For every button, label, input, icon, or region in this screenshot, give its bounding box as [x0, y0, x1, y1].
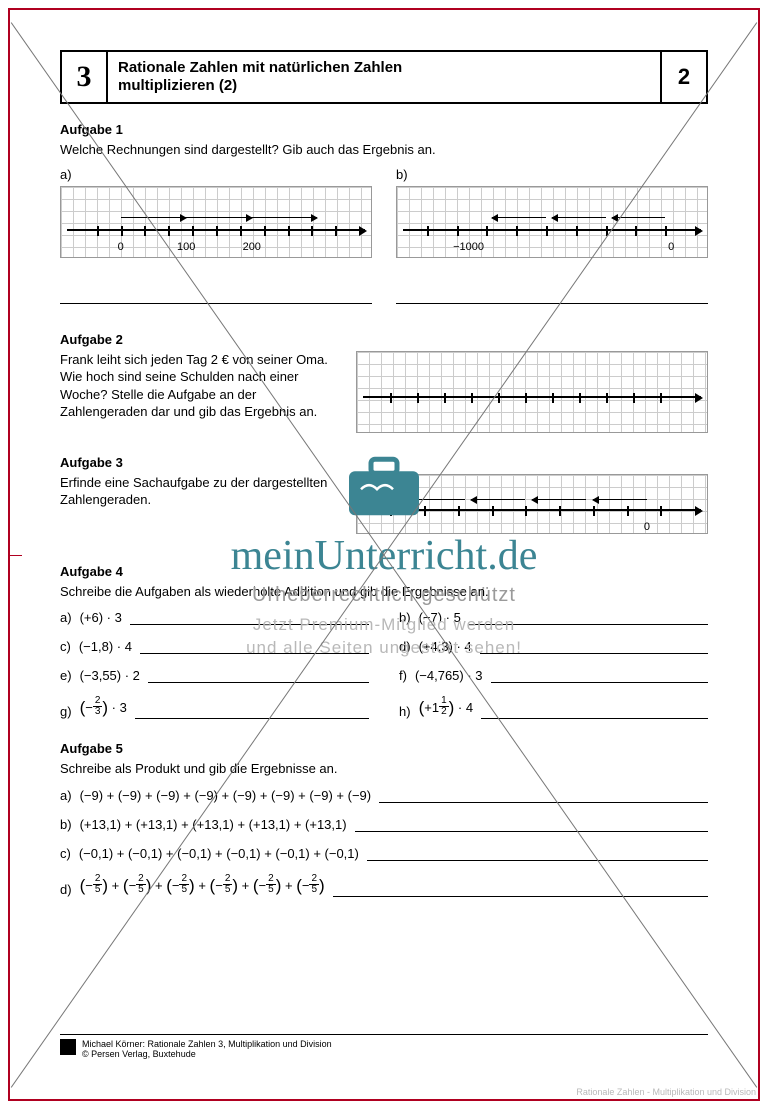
title-line-2: multiplizieren (2) [118, 77, 650, 95]
prompt: Welche Rechnungen sind dargestellt? Gib … [60, 141, 708, 159]
answer-line [148, 669, 369, 683]
heading: Aufgabe 3 [60, 455, 708, 470]
tick-label: 0 [668, 241, 674, 253]
prompt: Erfinde eine Sachaufgabe zu der dargeste… [60, 474, 332, 509]
q-label: b) [399, 610, 411, 625]
aufgabe-5: Aufgabe 5 Schreibe als Produkt und gib d… [60, 741, 708, 897]
heading: Aufgabe 4 [60, 564, 708, 579]
q-label: c) [60, 639, 71, 654]
q-label: b) [60, 817, 72, 832]
answer-line [367, 847, 708, 861]
answer-line [130, 611, 369, 625]
q-label: a) [60, 610, 72, 625]
a1-col-b: b) −1000 0 [396, 167, 708, 304]
q-row: b) (+13,1) + (+13,1) + (+13,1) + (+13,1) … [60, 817, 708, 832]
aufgabe-1: Aufgabe 1 Welche Rechnungen sind dargest… [60, 122, 708, 304]
q-expression: (−9) + (−9) + (−9) + (−9) + (−9) + (−9) … [80, 788, 372, 803]
answer-line [480, 640, 708, 654]
publisher-logo-icon [60, 1039, 76, 1055]
q-expression: (+13,1) + (+13,1) + (+13,1) + (+13,1) + … [80, 817, 347, 832]
q-expression: (+6) · 3 [80, 610, 122, 625]
q-expression: (−1,8) · 4 [79, 639, 132, 654]
answer-line [469, 611, 708, 625]
numberline-b: −1000 0 [396, 186, 708, 258]
q-label: f) [399, 668, 407, 683]
jump-arrow [186, 217, 252, 218]
q-label: g) [60, 704, 72, 719]
answer-line [60, 286, 372, 304]
q-expression: (−25) + (−25) + (−25) + (−25) + (−25) + … [80, 875, 325, 897]
answer-line [379, 789, 708, 803]
tick-label: 0 [644, 521, 650, 533]
heading: Aufgabe 5 [60, 741, 708, 756]
q-label: d) [60, 882, 72, 897]
answer-line [481, 705, 708, 719]
q-row: c)(−1,8) · 4d)(+4,3) · 4 [60, 639, 708, 654]
a1-col-a: a) 0 100 200 [60, 167, 372, 304]
jump-arrow [471, 499, 525, 500]
q-row: e)(−3,55) · 2f)(−4,765) · 3 [60, 668, 708, 683]
footer-line-1: Michael Körner: Rationale Zahlen 3, Mult… [82, 1039, 332, 1049]
heading: Aufgabe 1 [60, 122, 708, 137]
q-expression: (−0,1) + (−0,1) + (−0,1) + (−0,1) + (−0,… [79, 846, 359, 861]
numberline-blank [356, 351, 708, 433]
worksheet-title: Rationale Zahlen mit natürlichen Zahlen … [108, 52, 660, 102]
answer-line [491, 669, 708, 683]
q-label: e) [60, 668, 72, 683]
title-line-1: Rationale Zahlen mit natürlichen Zahlen [118, 59, 650, 77]
answer-line [140, 640, 369, 654]
jump-arrow [532, 499, 586, 500]
aufgabe-4: Aufgabe 4 Schreibe die Aufgaben als wied… [60, 564, 708, 720]
q-label: d) [399, 639, 411, 654]
numberline-c: 0 [356, 474, 708, 534]
prompt: Schreibe die Aufgaben als wiederholte Ad… [60, 583, 708, 601]
tick-label: 200 [243, 241, 261, 253]
q-label: c) [60, 846, 71, 861]
tick-label: 100 [177, 241, 195, 253]
label-a: a) [60, 167, 372, 182]
footer-line-2: © Persen Verlag, Buxtehude [82, 1049, 332, 1059]
jump-arrow [593, 499, 647, 500]
side-tick [8, 555, 22, 556]
answer-line [355, 818, 708, 832]
jump-arrow [121, 217, 187, 218]
worksheet-header: 3 Rationale Zahlen mit natürlichen Zahle… [60, 50, 708, 104]
q-expression: (−23) · 3 [80, 697, 127, 719]
heading: Aufgabe 2 [60, 332, 708, 347]
tick-label: −1000 [453, 241, 484, 253]
answer-line [396, 286, 708, 304]
q-label: a) [60, 788, 72, 803]
jump-arrow [552, 217, 606, 218]
q-row: a)(+6) · 3b)(−7) · 5 [60, 610, 708, 625]
answer-line [333, 883, 708, 897]
jump-arrow [410, 499, 464, 500]
q-row: c) (−0,1) + (−0,1) + (−0,1) + (−0,1) + (−… [60, 846, 708, 861]
q-row: a) (−9) + (−9) + (−9) + (−9) + (−9) + (−9… [60, 788, 708, 803]
tick-label: 0 [118, 241, 124, 253]
jump-arrow [492, 217, 546, 218]
numberline-a: 0 100 200 [60, 186, 372, 258]
chapter-number: 3 [62, 52, 108, 102]
q-row: g) (−23) · 3 h) (+112) · 4 [60, 697, 708, 719]
aufgabe-3: Aufgabe 3 Erfinde eine Sachaufgabe zu de… [60, 455, 708, 534]
aufgabe-2: Aufgabe 2 Frank leiht sich jeden Tag 2 €… [60, 332, 708, 433]
answer-line [135, 705, 369, 719]
q-expression: (−3,55) · 2 [80, 668, 140, 683]
q-label: h) [399, 704, 411, 719]
image-caption: Rationale Zahlen - Multiplikation und Di… [576, 1087, 756, 1097]
footer: Michael Körner: Rationale Zahlen 3, Mult… [60, 1034, 708, 1059]
q-expression: (+112) · 4 [419, 697, 474, 719]
label-b: b) [396, 167, 708, 182]
page-number: 2 [660, 52, 706, 102]
prompt: Frank leiht sich jeden Tag 2 € von seine… [60, 351, 332, 421]
prompt: Schreibe als Produkt und gib die Ergebni… [60, 760, 708, 778]
jump-arrow [252, 217, 318, 218]
